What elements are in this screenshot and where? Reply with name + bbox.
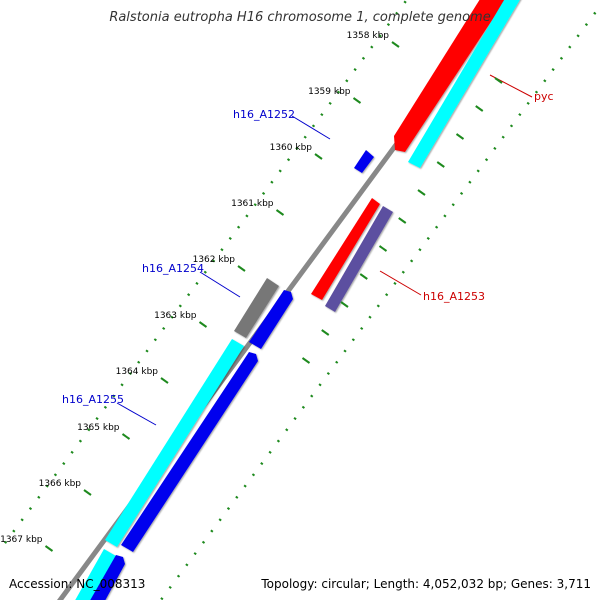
tick-label: 1363 kbp [154,311,197,321]
gene-h16-a1253-red[interactable] [311,198,380,300]
major-tick [44,545,54,552]
leader-h16-a1253 [379,270,422,296]
gene-h16-a1255-cyan[interactable] [105,339,244,547]
tick-labels: 1358 kbp 1359 kbp 1360 kbp 1361 kbp 1362 kbp… [0,31,389,545]
major-tick [121,433,131,440]
outer-tick [321,329,330,336]
outer-tick [378,245,388,252]
topology-text: Topology: circular; Length: 4,052,032 bp… [261,577,591,591]
gene-label-h16-a1252[interactable]: h16_A1252 [233,108,295,121]
outer-tick [494,77,503,84]
tick-label: 1359 kbp [308,87,351,97]
outer-tick [417,189,426,196]
tick-label: 1364 kbp [116,367,159,377]
gene-label-h16-a1253[interactable]: h16_A1253 [423,290,485,303]
accession-text: Accession: NC_008313 [9,577,146,591]
leader-h16-a1255 [116,402,157,426]
outer-tick [359,273,368,280]
gene-label-h16-a1255[interactable]: h16_A1255 [62,393,124,406]
outer-tick [398,217,407,224]
gene-h16-a1254-blue[interactable] [249,290,293,349]
tick-track-outer [159,4,600,600]
tick-label: 1365 kbp [77,423,120,433]
leader-h16-a1252 [291,115,331,140]
major-tick [160,377,169,384]
gene-pyc-red[interactable] [394,0,510,152]
outer-tick [340,301,349,308]
major-tick [198,321,208,328]
gene-pyc-cyan[interactable] [408,0,521,168]
gene-bottom-cyan[interactable] [73,549,116,600]
major-tick [352,97,362,104]
gene-features [73,0,521,600]
outer-tick [455,133,465,140]
major-tick [275,209,285,216]
tick-label: 1360 kbp [270,143,313,153]
tick-label: 1362 kbp [193,255,236,265]
major-tick [391,41,400,48]
tick-label: 1358 kbp [347,31,390,41]
major-ticks [44,41,400,552]
outer-tick [301,357,311,364]
tick-label: 1361 kbp [231,199,274,209]
gene-h16-a1253-purple[interactable] [325,206,393,312]
gene-h16-a1254-gray[interactable] [234,278,279,338]
gene-labels: pyc h16_A1252 h16_A1253 h16_A1254 h16_A1… [62,90,554,406]
map-title: Ralstonia eutropha H16 chromosome 1, com… [109,10,491,25]
major-tick [83,489,92,496]
gene-h16-a1252[interactable] [354,150,374,173]
leader-h16-a1254 [199,271,241,298]
outer-tick [436,161,445,168]
gene-h16-a1255-blue[interactable] [121,352,258,552]
tick-label: 1367 kbp [0,535,43,545]
gene-label-pyc[interactable]: pyc [534,90,554,103]
major-tick [237,265,246,272]
outer-major-ticks [301,77,503,364]
tick-track-inner [0,0,409,552]
major-tick [314,153,323,160]
gene-label-h16-a1254[interactable]: h16_A1254 [142,262,204,275]
tick-label: 1366 kbp [39,479,82,489]
gene-bottom-blue[interactable] [88,555,125,600]
outer-tick [475,105,484,112]
